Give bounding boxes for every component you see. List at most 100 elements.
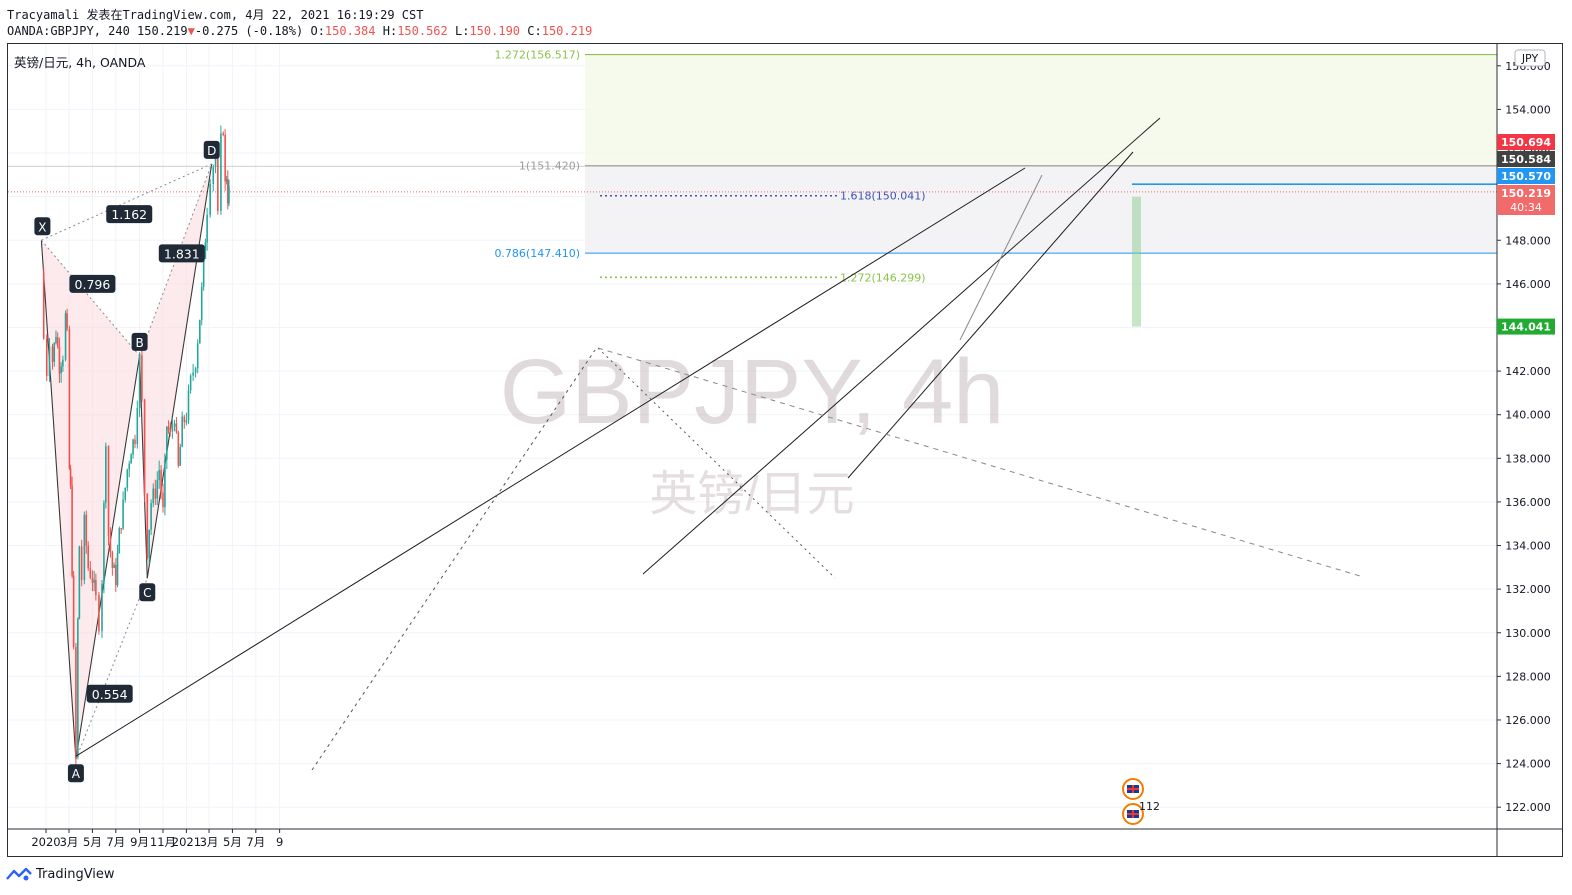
price-label-box	[1497, 185, 1555, 215]
candle	[196, 343, 199, 369]
price-tick-label: 132.000	[1505, 583, 1551, 596]
candle	[69, 468, 72, 486]
price-label: 150.219	[1501, 187, 1551, 200]
candle	[77, 618, 79, 758]
trend-lines	[75, 117, 1361, 771]
watermark: GBPJPY, 4h 英镑/日元	[500, 341, 1005, 521]
pattern-ratio-labels: 0.796 0.554 1.831 1.162	[69, 205, 205, 703]
price-tick-label: 148.000	[1505, 234, 1551, 247]
candle	[80, 546, 83, 580]
candle	[160, 470, 162, 493]
price-label-box	[1497, 318, 1555, 335]
candle	[220, 133, 222, 211]
candle	[124, 487, 127, 500]
candle	[177, 432, 180, 466]
price-label-box	[1497, 151, 1555, 167]
channel-line-lower	[847, 151, 1134, 479]
price-tick-label: 146.000	[1505, 278, 1551, 291]
candle	[58, 347, 61, 374]
channel-upper-ab-d	[75, 167, 1026, 757]
candle	[122, 499, 124, 529]
candle	[138, 355, 141, 408]
chart-frame[interactable]	[7, 43, 1563, 857]
candle	[93, 579, 95, 583]
candle	[194, 368, 197, 373]
publish-info: Tracyamali 发表在TradingView.com, 4月 22, 20…	[7, 8, 424, 22]
ratio-label: 1.162	[111, 207, 147, 222]
price-label-countdown: 40:34	[1510, 201, 1542, 214]
time-tick-label: 7月	[246, 835, 265, 849]
ratio-box	[86, 684, 133, 703]
change-arrow: ▼	[187, 24, 195, 38]
time-tick-label: 2021	[172, 835, 201, 849]
candle	[85, 514, 88, 546]
price-label-box	[1497, 134, 1555, 150]
candle	[227, 179, 229, 204]
leg-bc	[139, 355, 148, 579]
candle	[169, 429, 172, 432]
point-box	[139, 583, 156, 602]
candle	[98, 595, 100, 632]
dashed-support	[311, 349, 596, 771]
price-tick-label: 134.000	[1505, 540, 1551, 553]
price-tick-label: 154.000	[1505, 103, 1551, 116]
candle	[166, 426, 168, 460]
candle	[217, 153, 219, 211]
candle	[136, 407, 139, 445]
fib-zones	[585, 54, 1497, 254]
point-box	[203, 140, 220, 159]
footer: TradingView	[6, 866, 115, 882]
candle	[173, 423, 176, 427]
price-label: 144.041	[1501, 321, 1551, 334]
fib-zone-lower	[585, 165, 1497, 254]
candle	[56, 337, 59, 348]
candle	[146, 493, 149, 559]
candle	[185, 419, 188, 423]
pattern-xab	[41, 240, 140, 760]
point-label: B	[135, 336, 143, 350]
candle	[95, 579, 97, 596]
candle	[214, 153, 217, 167]
candle	[171, 426, 174, 432]
candle	[91, 577, 94, 583]
time-tick-label: 5月	[223, 835, 242, 849]
time-tick-label: 7月	[106, 835, 125, 849]
candle	[156, 480, 159, 499]
price-label: 150.694	[1501, 136, 1551, 149]
price-tick-label: 142.000	[1505, 365, 1551, 378]
candle	[105, 446, 107, 503]
candle	[116, 553, 119, 586]
low-value: 150.190	[469, 24, 521, 38]
fib-label: 1.272(156.517)	[494, 49, 580, 62]
time-tick-label: 11月	[150, 835, 176, 849]
price-tick-label: 138.000	[1505, 452, 1551, 465]
target-zone	[1132, 196, 1141, 327]
channel-line-cd	[642, 117, 1161, 575]
candle	[72, 575, 75, 648]
candle	[189, 375, 192, 391]
candle	[143, 399, 146, 494]
ratio-box	[158, 244, 205, 263]
point-label: C	[143, 586, 151, 600]
currency-badge[interactable]: JPY	[1514, 49, 1546, 67]
time-tick-label: 3月	[60, 835, 79, 849]
candle	[78, 546, 81, 619]
price-tick-label: 124.000	[1505, 758, 1551, 771]
symbol-ohlc-line: OANDA:GBPJPY, 240 150.219▼-0.275 (-0.18%…	[7, 24, 593, 38]
time-tick-label: 5月	[83, 835, 102, 849]
candle	[212, 166, 215, 185]
candle	[209, 184, 211, 215]
candle	[64, 313, 67, 360]
candle	[148, 529, 150, 559]
fib-label: 1.618(150.041)	[840, 190, 926, 203]
fib-levels: 1.272(156.517)1(151.420)0.786(147.410)1.…	[8, 49, 1497, 327]
candles	[42, 125, 230, 765]
price-tick-label: 126.000	[1505, 714, 1551, 727]
leg-xb	[41, 239, 140, 357]
price-label: 150.584	[1501, 153, 1551, 166]
event-badges[interactable]: 112	[1122, 778, 1160, 825]
time-tick-label: 9	[276, 835, 283, 849]
